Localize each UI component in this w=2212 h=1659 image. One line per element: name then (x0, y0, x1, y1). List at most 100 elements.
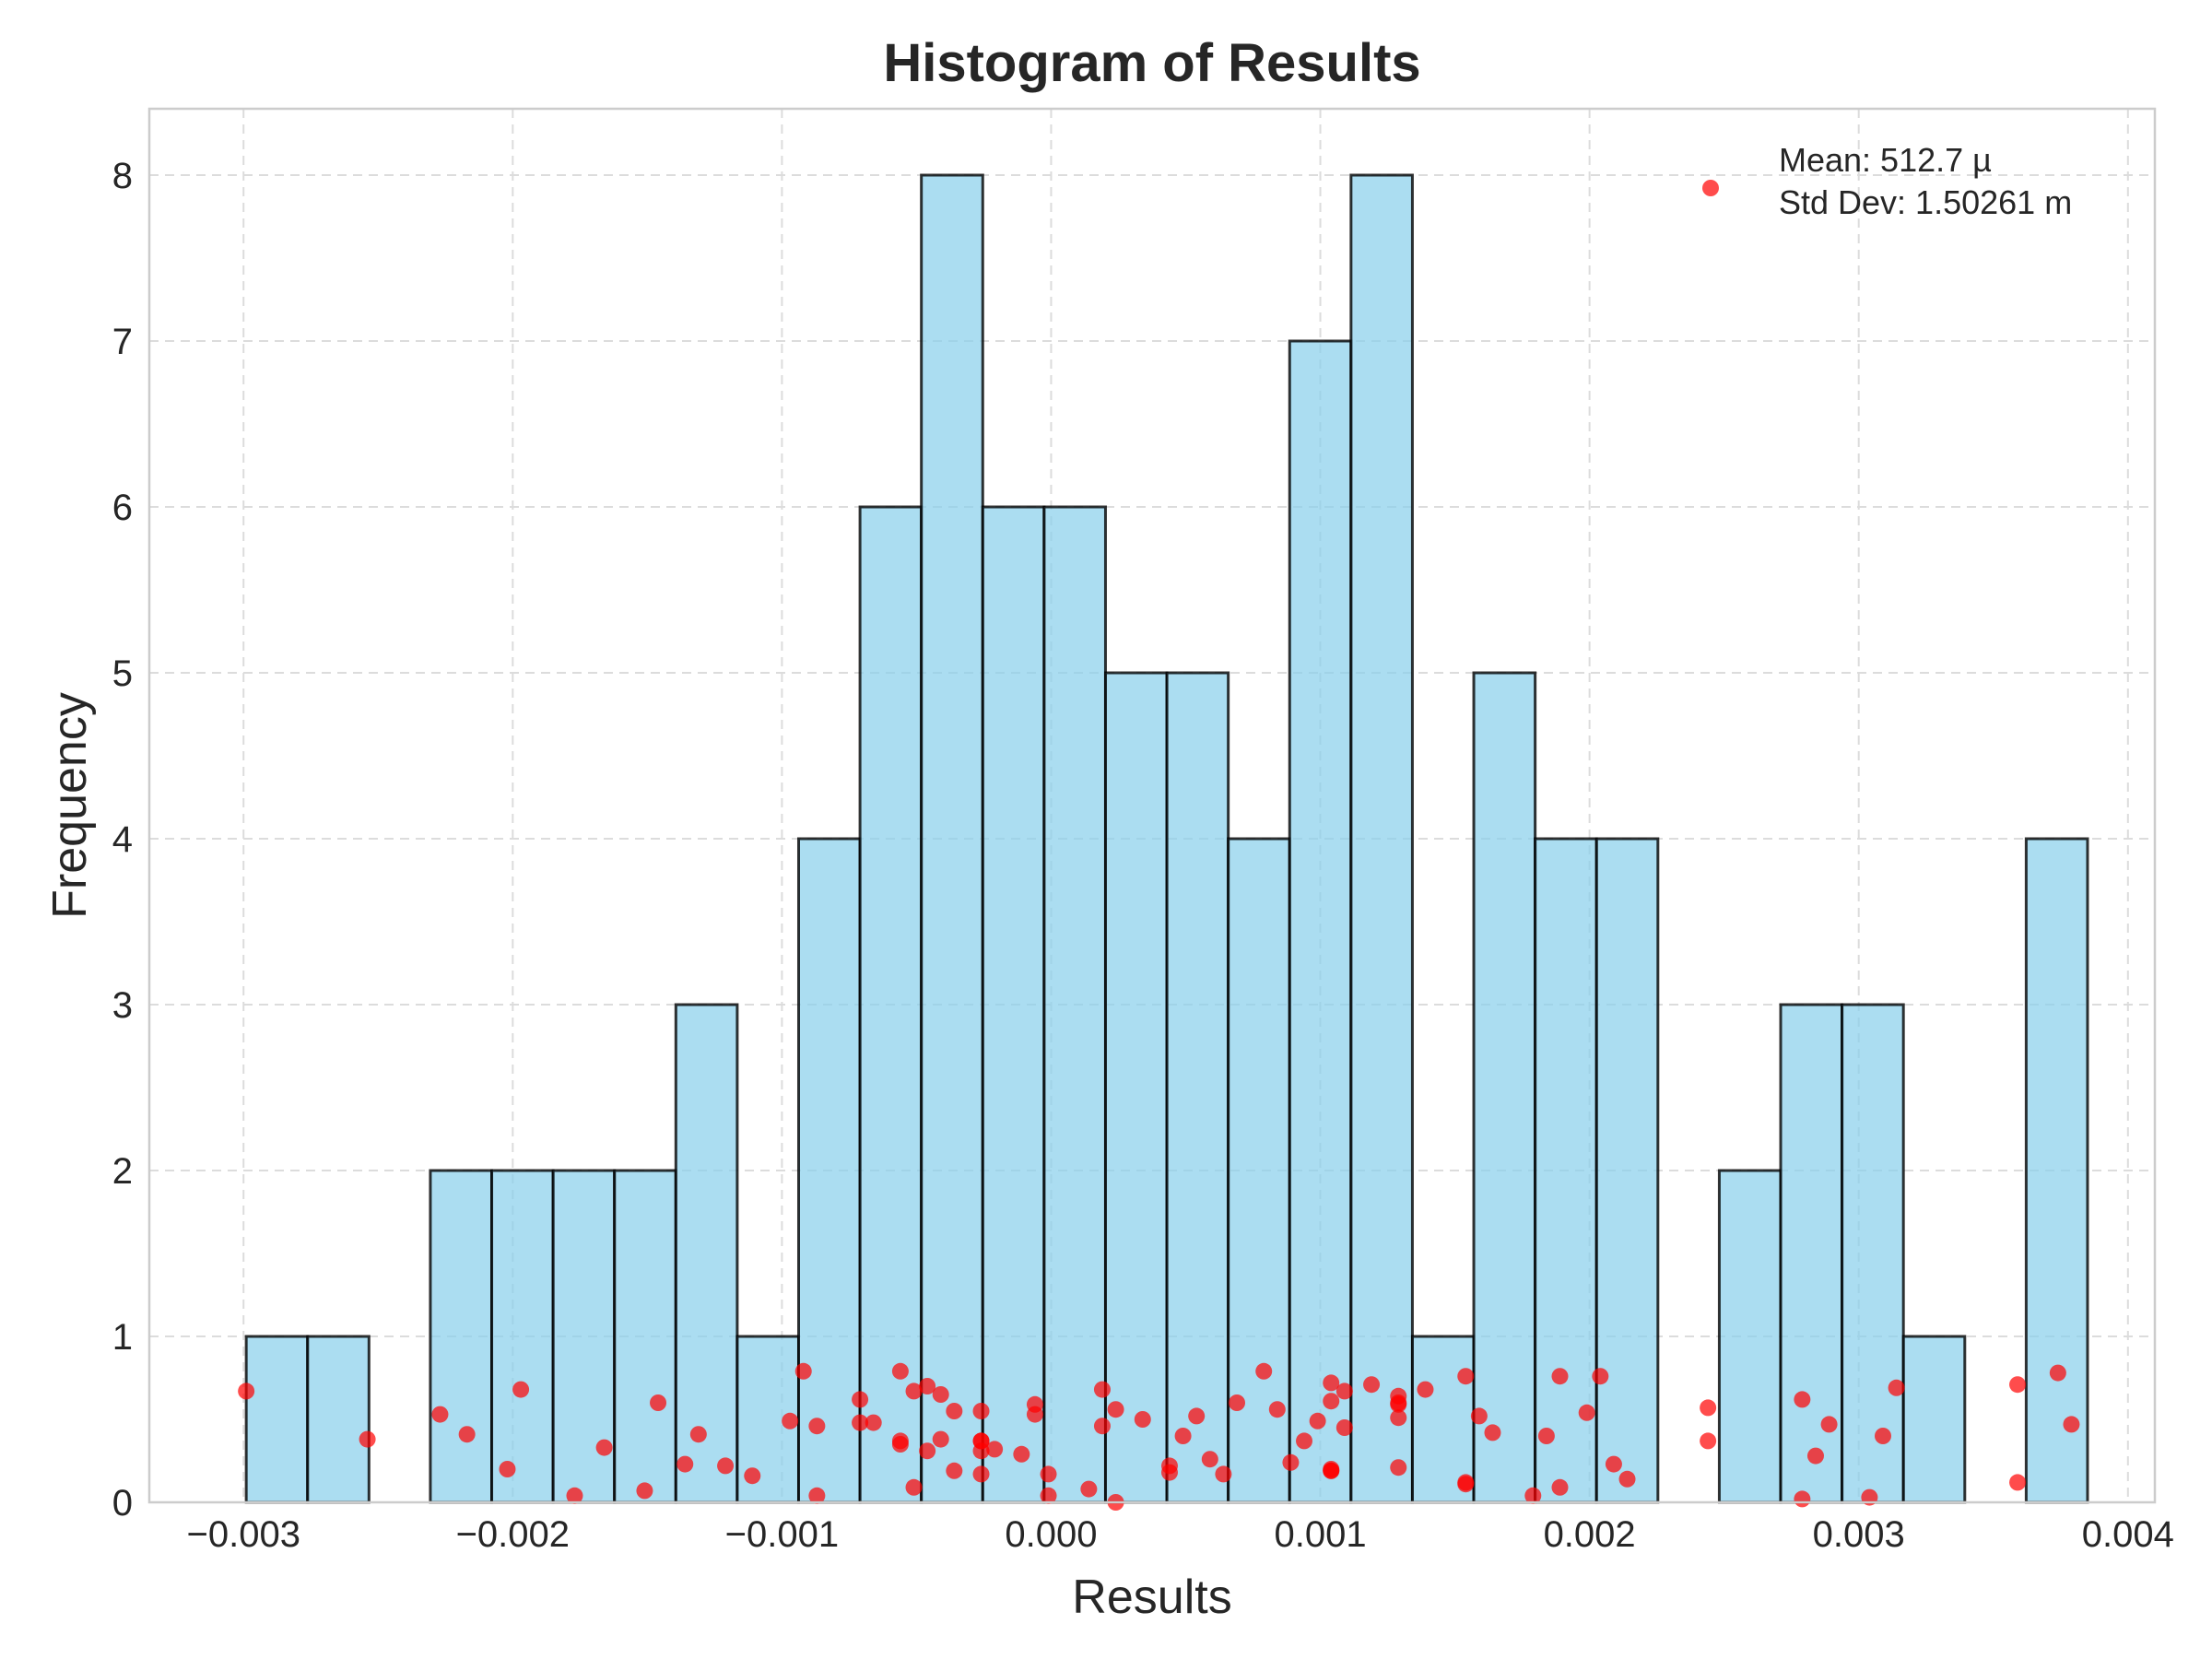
y-tick-label: 1 (112, 1317, 133, 1358)
scatter-point (2009, 1376, 2027, 1394)
plot-frame (147, 107, 2157, 1504)
scatter-point (1888, 1379, 1905, 1396)
scatter-point (1013, 1445, 1030, 1463)
scatter-point (972, 1465, 990, 1483)
scatter-point (1874, 1428, 1891, 1444)
scatter-point (1323, 1374, 1340, 1392)
scatter-point (1390, 1395, 1407, 1413)
scatter-point (852, 1414, 869, 1431)
histogram-bar (244, 1335, 310, 1504)
y-tick-labels: 0 1 2 3 4 5 6 7 8 (112, 156, 133, 1524)
scatter-point (1551, 1478, 1569, 1496)
scatter-point (1296, 1432, 1313, 1450)
scatter-point (1040, 1487, 1057, 1504)
scatter-point (2049, 1364, 2066, 1382)
x-tick-label: 0.004 (2082, 1514, 2174, 1555)
scatter-points (238, 1362, 2080, 1511)
scatter-point (1524, 1487, 1542, 1504)
histogram-bar (981, 505, 1046, 1504)
legend: Mean: 512.7 µ Std Dev: 1.50261 m (1702, 141, 2072, 221)
histogram-bar (2024, 837, 2089, 1504)
scatter-point (1160, 1464, 1178, 1481)
x-tick-label: 0.000 (1005, 1514, 1097, 1555)
scatter-point (689, 1426, 707, 1443)
scatter-point (946, 1403, 963, 1419)
scatter-point (1255, 1362, 1273, 1380)
x-axis-label: Results (1072, 1571, 1231, 1624)
scatter-point (238, 1382, 255, 1400)
scatter-point (512, 1381, 530, 1398)
histogram-bars (244, 173, 2089, 1504)
scatter-point (1417, 1381, 1434, 1398)
scatter-point (891, 1362, 909, 1380)
scatter-point (1188, 1407, 1206, 1425)
scatter-point (1080, 1480, 1098, 1498)
scatter-point (1363, 1376, 1381, 1394)
histogram-bar (920, 173, 984, 1504)
scatter-point (1794, 1391, 1811, 1408)
scatter-point (1335, 1419, 1353, 1436)
scatter-point (932, 1430, 949, 1448)
x-tick-labels: −0.003 −0.002 −0.001 0.000 0.001 0.002 0.003 0.… (186, 1514, 2173, 1555)
scatter-point (1323, 1393, 1340, 1410)
scatter-point (1618, 1470, 1636, 1488)
y-tick-label: 6 (112, 488, 133, 528)
scatter-point (636, 1482, 653, 1500)
scatter-point (808, 1418, 826, 1435)
histogram-bar (1349, 173, 1414, 1504)
scatter-point (1093, 1381, 1111, 1398)
scatter-point (1700, 1399, 1717, 1417)
scatter-point (1457, 1368, 1475, 1385)
scatter-point (650, 1394, 667, 1411)
scatter-point (972, 1403, 990, 1419)
histogram-bar (613, 1169, 677, 1504)
scatter-point (595, 1439, 613, 1456)
scatter-point (744, 1467, 761, 1485)
scatter-point (932, 1386, 949, 1403)
scatter-point (1794, 1490, 1811, 1508)
histogram-bar (1534, 837, 1598, 1504)
scatter-point (1335, 1382, 1353, 1400)
scatter-point (808, 1487, 826, 1504)
histogram-bar (1103, 671, 1169, 1504)
scatter-point (1026, 1406, 1043, 1423)
scatter-point (1820, 1416, 1838, 1433)
x-tick-label: 0.001 (1274, 1514, 1366, 1555)
scatter-point (566, 1487, 583, 1504)
scatter-point (2063, 1416, 2080, 1433)
y-tick-label: 7 (112, 322, 133, 362)
scatter-point (1107, 1401, 1124, 1418)
scatter-point (919, 1442, 936, 1460)
scatter-point (1201, 1451, 1218, 1468)
scatter-point (1390, 1409, 1407, 1427)
scatter-point (1229, 1394, 1246, 1411)
scatter-point (677, 1455, 694, 1473)
scatter-point (1484, 1424, 1501, 1441)
scatter-point (1457, 1474, 1475, 1491)
scatter-point (458, 1426, 476, 1443)
scatter-point (1040, 1465, 1057, 1483)
y-tick-label: 4 (112, 819, 133, 860)
histogram-bar (674, 1003, 739, 1504)
scatter-point (1390, 1459, 1407, 1477)
scatter-point (1268, 1401, 1286, 1418)
scatter-point (1700, 1432, 1717, 1450)
scatter-point (986, 1441, 1004, 1458)
scatter-point (1605, 1455, 1622, 1473)
scatter-point (1806, 1447, 1824, 1465)
legend-mean-label: Mean: 512.7 µ (1779, 141, 1992, 179)
scatter-point (1282, 1453, 1300, 1471)
x-tick-label: −0.001 (725, 1514, 839, 1555)
scatter-point (946, 1462, 963, 1479)
scatter-point (2009, 1474, 2027, 1491)
y-tick-label: 8 (112, 156, 133, 196)
x-tick-label: 0.003 (1813, 1514, 1905, 1555)
legend-std-label: Std Dev: 1.50261 m (1779, 183, 2072, 221)
histogram-bar (1841, 1003, 1905, 1504)
chart-title: Histogram of Results (883, 33, 1420, 93)
scatter-point (852, 1391, 869, 1408)
scatter-point (972, 1432, 990, 1450)
y-tick-label: 3 (112, 985, 133, 1026)
scatter-point (1215, 1465, 1232, 1483)
